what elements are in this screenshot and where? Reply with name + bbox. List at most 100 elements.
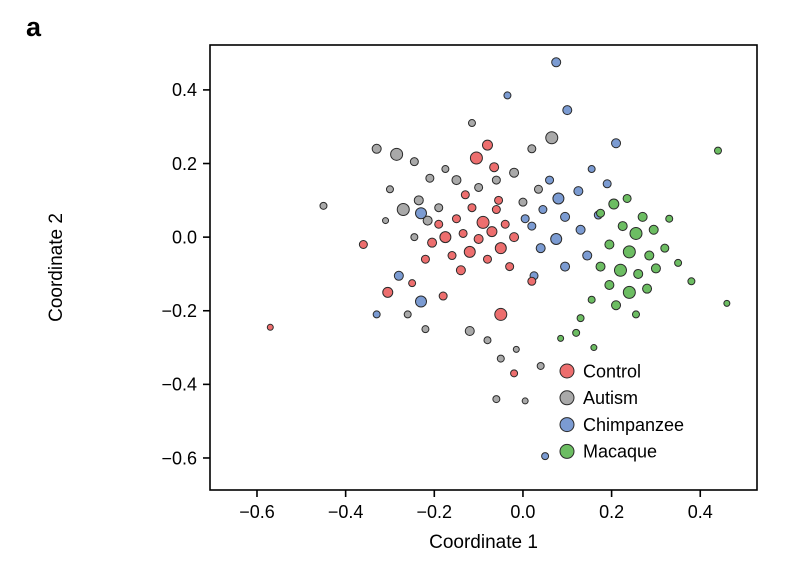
legend-label: Macaque (583, 442, 657, 462)
data-point (491, 175, 501, 185)
y-axis-tick-label: 0.4 (172, 80, 197, 100)
x-axis-tick-label: 0.4 (688, 502, 713, 522)
data-point (358, 239, 368, 249)
x-axis-tick-label: 0.0 (510, 502, 535, 522)
data-point (385, 185, 394, 194)
x-axis-title: Coordinate 1 (429, 532, 538, 553)
data-point (560, 211, 571, 222)
data-point (587, 165, 596, 174)
data-point (644, 250, 655, 261)
data-point (434, 219, 444, 229)
data-point (674, 258, 683, 267)
data-point (464, 325, 475, 336)
data-point (422, 215, 433, 226)
data-point (409, 157, 419, 167)
data-point (410, 233, 419, 242)
legend-swatch (559, 417, 575, 433)
data-point (608, 198, 620, 210)
data-point (463, 245, 476, 258)
data-point (496, 354, 505, 363)
data-point (458, 228, 468, 238)
data-point (518, 197, 528, 207)
data-point (572, 328, 581, 337)
data-point (382, 217, 390, 225)
data-point (467, 119, 476, 128)
data-point (611, 300, 622, 311)
data-point (451, 214, 461, 224)
data-point (473, 233, 484, 244)
data-point (467, 203, 477, 213)
y-axis-tick-label: 0.2 (172, 154, 197, 174)
data-point (631, 310, 640, 319)
data-point (266, 323, 274, 331)
data-point (687, 277, 696, 286)
data-point (503, 91, 512, 100)
data-point (551, 57, 562, 68)
data-point (414, 207, 427, 220)
data-point (527, 221, 537, 231)
y-axis-tick-label: −0.6 (161, 448, 197, 468)
data-point (562, 105, 573, 116)
data-point (421, 325, 430, 334)
data-point (660, 243, 670, 253)
data-point (521, 397, 529, 405)
data-point (604, 239, 615, 250)
data-point (642, 283, 653, 294)
data-point (481, 139, 493, 151)
data-point (713, 146, 722, 155)
data-point (545, 175, 555, 185)
data-point (393, 270, 404, 281)
data-point (460, 190, 470, 200)
data-point (622, 193, 632, 203)
data-point (483, 336, 492, 345)
data-point (425, 173, 435, 183)
data-point (637, 211, 648, 222)
data-point (408, 279, 417, 288)
data-point (413, 195, 424, 206)
data-point (492, 395, 501, 404)
data-point (590, 344, 598, 352)
data-point (509, 167, 520, 178)
data-point (319, 201, 328, 210)
data-point (617, 221, 628, 232)
y-axis-tick-label: 0.0 (172, 227, 197, 247)
data-point (629, 226, 643, 240)
y-axis-tick-label: −0.4 (161, 375, 197, 395)
data-point (560, 261, 571, 272)
data-point (396, 203, 410, 217)
data-point (500, 219, 510, 229)
data-point (622, 285, 636, 299)
data-point (414, 295, 427, 308)
x-axis-tick-label: 0.2 (599, 502, 624, 522)
x-axis-tick-label: −0.4 (328, 502, 364, 522)
data-point (494, 307, 508, 321)
data-point (505, 262, 515, 272)
data-point (550, 232, 563, 245)
data-point (582, 250, 593, 261)
data-point (520, 214, 530, 224)
data-point (512, 345, 520, 353)
data-point (372, 310, 381, 319)
data-point (533, 184, 543, 194)
data-point (474, 182, 484, 192)
data-point (527, 144, 537, 154)
data-point (552, 192, 565, 205)
data-point (403, 310, 412, 319)
legend-swatch (559, 443, 575, 459)
data-point (510, 369, 519, 378)
data-point (482, 254, 492, 264)
data-point (371, 143, 382, 154)
data-point (604, 279, 615, 290)
data-point (611, 138, 622, 149)
data-point (434, 203, 444, 213)
data-point (439, 231, 452, 244)
data-point (595, 261, 606, 272)
data-point (451, 175, 462, 186)
x-axis-tick-label: −0.6 (239, 502, 275, 522)
data-point (650, 263, 661, 274)
data-point (576, 314, 585, 323)
legend-label: Chimpanzee (583, 415, 684, 435)
data-point (541, 452, 550, 461)
data-point (723, 299, 731, 307)
